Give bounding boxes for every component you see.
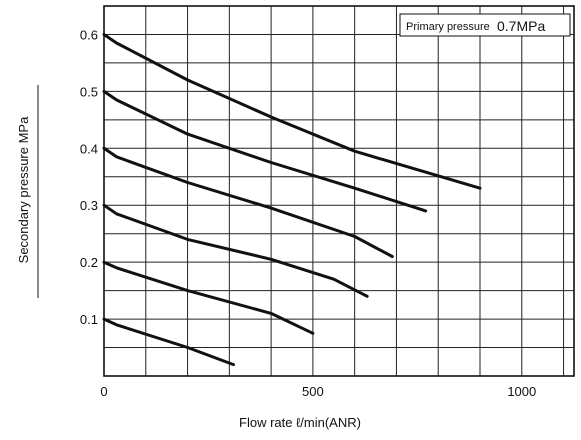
series-line-4 (102, 203, 369, 298)
plot-frame (103, 5, 575, 377)
series-line-6 (102, 317, 235, 367)
y-tick-label: 0.6 (80, 27, 98, 42)
y-tick-label: 0.2 (80, 255, 98, 270)
primary-pressure-value: 0.7MPa (497, 18, 545, 34)
y-tick-labels: 0.1 0.2 0.3 0.4 0.5 0.6 (80, 27, 98, 327)
y-axis-label: Secondary pressure MPa (16, 116, 31, 263)
grid (104, 6, 574, 376)
primary-pressure-box: Primary pressure 0.7MPa (399, 13, 571, 37)
primary-pressure-label: Primary pressure (406, 21, 490, 33)
x-tick-label: 0 (100, 384, 107, 399)
x-axis-label: Flow rate ℓ/min(ANR) (239, 415, 361, 430)
x-tick-label: 500 (302, 384, 324, 399)
x-tick-labels: 0 500 1000 (100, 384, 536, 399)
series-line-1 (102, 33, 482, 190)
x-tick-label: 1000 (507, 384, 536, 399)
y-tick-label: 0.1 (80, 312, 98, 327)
primary-pressure-frame (399, 13, 571, 37)
series-line-2 (102, 89, 428, 213)
series-line-3 (102, 146, 394, 258)
series-line-5 (102, 260, 315, 335)
series-layer (102, 33, 482, 367)
y-tick-label: 0.4 (80, 141, 98, 156)
y-tick-label: 0.5 (80, 84, 98, 99)
y-tick-label: 0.3 (80, 198, 98, 213)
